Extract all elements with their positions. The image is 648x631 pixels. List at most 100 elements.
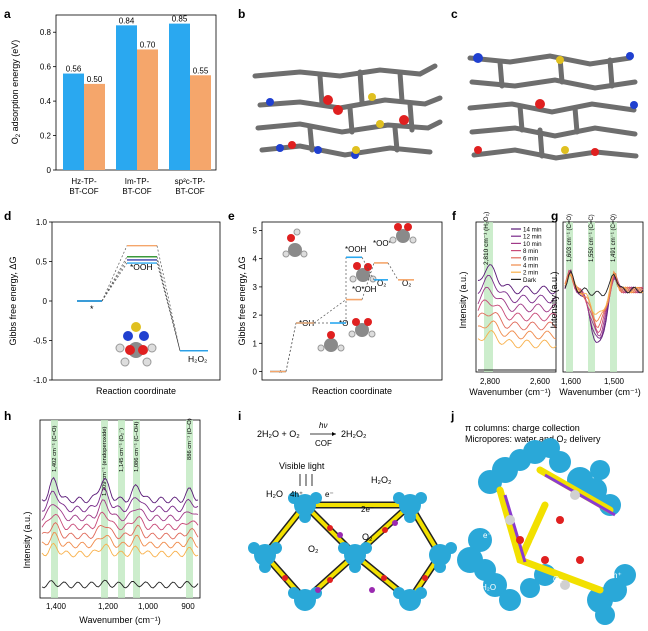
panel-g-band-3 <box>610 222 617 372</box>
panel-letter-d: d <box>4 209 11 223</box>
panel-e-x-axis-label: Reaction coordinate <box>312 386 392 396</box>
panel-h-y-axis-label: Intensity (a.u.) <box>22 511 32 568</box>
panel-f-spectrum-line <box>477 312 557 331</box>
panel-h-xtick-1: 1,200 <box>98 602 119 611</box>
panel-i-label-h2o: H₂O <box>266 489 283 499</box>
panel-j-label-h2o: H₂O <box>512 493 527 502</box>
panel-a-bar-value-label: 0.56 <box>66 65 82 74</box>
panel-h-xtick-3: 900 <box>181 602 195 611</box>
panel-h-annotation-0: 1,402 cm⁻¹ (C=O) <box>52 426 58 472</box>
panel-d-ytick-label: 1.0 <box>36 218 48 227</box>
panel-a-bar-chart: O2 adsorption energy (eV) 0 0.2 0.4 0.6 0.8 0… <box>10 14 217 196</box>
panel-h-annotation-3: 1,086 cm⁻¹ (C–OH) <box>134 422 140 472</box>
panel-letter-b: b <box>238 7 245 21</box>
panel-g-band-1 <box>566 222 573 372</box>
panel-j-label-e1: e⁻ <box>483 531 492 540</box>
panel-e-ytick-label: 4 <box>253 255 258 264</box>
panel-d-ytick-label: 0.5 <box>36 258 48 267</box>
panel-c-molecular-structure <box>467 52 639 161</box>
panel-g-spectra: 1,603 cm⁻¹ (C=O) 1,550 cm⁻¹ (C=C) 1,491 … <box>549 214 644 397</box>
panel-d-label-star: * <box>90 304 94 314</box>
panel-a-bar <box>169 23 190 170</box>
panel-f-spectrum-line <box>477 264 557 295</box>
panel-f-y-axis-label: Intensity (a.u.) <box>458 271 468 328</box>
panel-letter-i: i <box>238 409 241 423</box>
panel-a-bar-value-label: 0.84 <box>119 16 135 25</box>
panel-e-label-o2-b: O₂ <box>402 279 411 288</box>
panel-j-framework <box>457 438 636 625</box>
panel-i-reaction-light: hν <box>319 421 327 430</box>
panel-i-visible-light: Visible light <box>279 461 325 471</box>
panel-h-band-5 <box>186 420 193 598</box>
panel-i-schematic: 2H₂O + O₂ hν COF 2H₂O₂ Visible light <box>248 421 457 611</box>
panel-e-connector <box>387 262 399 281</box>
panel-a-category-label: Hz-TP- <box>71 177 97 186</box>
panel-e-label-oo: *OO* <box>373 239 392 248</box>
panel-d-connector <box>101 259 128 302</box>
panel-e-ytick-label: 2 <box>253 311 258 320</box>
panel-h-spectra: 1,402 cm⁻¹ (C=O) 1,209 cm⁻¹ (endoperoxid… <box>22 418 201 625</box>
panel-g-frame <box>562 221 644 373</box>
panel-d-ytick-label: -0.5 <box>33 337 47 346</box>
panel-d-x-axis-label: Reaction coordinate <box>96 386 176 396</box>
panel-b-molecular-structure <box>252 63 443 159</box>
panel-e-gibbs-diagram: Gibbs free energy, ΔG Reaction coordinat… <box>237 221 443 396</box>
panel-f-legend-label: 4 min <box>523 263 539 270</box>
panel-e-connector <box>361 257 375 281</box>
panel-f-highlight-band <box>484 222 493 372</box>
panel-e-y-axis-label: Gibbs free energy, ΔG <box>237 257 247 346</box>
panel-g-annotation-1: 1,550 cm⁻¹ (C=C) <box>589 214 595 262</box>
panel-h-annotation-4: 886 cm⁻¹ (O–O) <box>187 418 193 460</box>
panel-f-xtick-1: 2,600 <box>530 377 551 386</box>
panel-d-connector <box>101 256 128 302</box>
panel-g-annotation-0: 1,603 cm⁻¹ (C=O) <box>567 214 573 262</box>
panel-i-label-o2-a: O₂ <box>308 544 319 554</box>
panel-i-label-h2o2: H₂O₂ <box>371 475 392 485</box>
panel-j-schematic: π columns: charge collection Micropores:… <box>457 423 636 625</box>
panel-i-reaction-catalyst: COF <box>315 439 332 448</box>
panel-j-label-o2-b: O₂ <box>553 575 562 584</box>
panel-a-bar-value-label: 0.85 <box>172 15 188 24</box>
panel-a-ytick-label: 0.4 <box>40 97 52 106</box>
panel-h-spectrum-line <box>41 487 199 513</box>
panel-j-label-h2o-b: H₂O <box>481 583 496 592</box>
panel-i-label-2e: 2e⁻ <box>361 505 374 514</box>
panel-e-ytick-label: 5 <box>253 226 258 235</box>
panel-a-bar <box>190 75 211 170</box>
panel-h-annotation-1: 1,209 cm⁻¹ (endoperoxide) <box>102 426 108 496</box>
panel-h-band-4 <box>133 420 140 598</box>
panel-c-bonds <box>467 53 639 161</box>
panel-f-spectra: 2,810 cm⁻¹ (H₂O₂) Intensity (a.u.) Waven… <box>458 212 557 397</box>
panel-h-xtick-0: 1,400 <box>46 602 67 611</box>
panel-h-band-1 <box>51 420 58 598</box>
panel-e-label-star: * <box>279 369 282 378</box>
panel-f-legend-label: Dark <box>523 277 537 284</box>
panel-h-spectrum-line <box>41 511 199 531</box>
panel-j-label-h1: h⁺ <box>478 462 487 471</box>
panel-e-molecule-insets <box>282 223 417 352</box>
panel-i-light-arrows <box>299 474 313 486</box>
panel-h-spectrum-line <box>41 531 199 549</box>
panel-g-spectrum-line <box>564 271 644 315</box>
panel-i-framework <box>248 492 457 611</box>
panel-j-label-h2: h⁺ <box>613 571 622 580</box>
panel-i-reaction-right: 2H₂O₂ <box>341 429 367 439</box>
panel-g-y-axis-label: Intensity (a.u.) <box>549 271 559 328</box>
panel-i-label-o2-b: O₂ <box>362 532 373 542</box>
panel-g-spectrum-line <box>564 269 644 339</box>
panel-d-connector <box>101 245 128 302</box>
panel-h-xtick-2: 1,000 <box>138 602 159 611</box>
panel-a-ytick-label: 0.2 <box>40 132 52 141</box>
panel-d-label-ooh: *OOH <box>130 262 153 272</box>
panel-e-connector <box>285 322 297 372</box>
panel-f-spectrum-line <box>477 274 557 304</box>
panel-e-label-ooh: *OOH <box>345 245 367 254</box>
panel-b-atoms <box>266 93 409 159</box>
panel-d-connector <box>101 262 128 302</box>
panel-g-spectrum-line <box>564 272 644 343</box>
panel-h-spectrum-line <box>41 521 199 540</box>
panel-h-spectrum-line <box>41 579 199 589</box>
panel-j-line1: π columns: charge collection <box>465 423 580 433</box>
panel-f-legend-label: 14 min <box>523 227 542 234</box>
